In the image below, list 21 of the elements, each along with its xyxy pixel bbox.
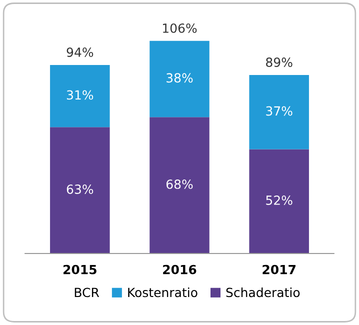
bar	[249, 74, 309, 150]
data-label: 31%	[66, 90, 94, 100]
bar	[150, 40, 210, 118]
total-label: 106%	[163, 23, 197, 33]
bar	[249, 149, 309, 254]
bar	[50, 64, 110, 128]
data-label: 52%	[266, 196, 292, 205]
legend-label: Schaderatio	[226, 288, 300, 298]
x-tick-label: 2015	[64, 264, 96, 274]
bar	[150, 117, 210, 254]
total-label: 94%	[66, 48, 94, 57]
bar	[50, 127, 110, 254]
x-tick-label: 2016	[163, 264, 196, 274]
x-tick-label: 2017	[262, 264, 296, 274]
legend-label: Kostenratio	[128, 288, 198, 298]
data-label: 63%	[66, 184, 94, 194]
legend-title: BCR	[74, 288, 100, 298]
data-label: 38%	[166, 73, 193, 83]
data-label: 37%	[266, 106, 292, 116]
total-label: 89%	[266, 58, 292, 68]
data-label: 68%	[166, 179, 193, 189]
